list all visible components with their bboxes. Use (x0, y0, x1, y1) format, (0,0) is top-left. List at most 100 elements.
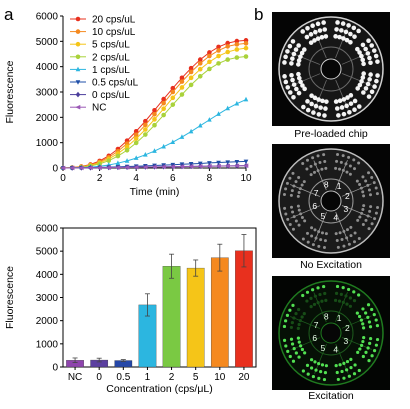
data-point (197, 66, 203, 72)
y-axis-title: Fluorescence (4, 60, 16, 123)
chip-chamber (316, 286, 320, 290)
chip-chamber (296, 58, 302, 63)
bar-chart: 0 1000 2000 3000 4000 5000 6000 Fluorescence Con… (4, 224, 257, 395)
data-point (170, 95, 176, 101)
chip-chamber (345, 95, 350, 100)
chip-zone-label: 7 (314, 188, 319, 198)
legend-entry: 0.5 cps/uL (70, 78, 139, 89)
chip-chamber (313, 294, 317, 298)
chip-chamber (314, 368, 318, 372)
chip-caption-preloaded: Pre-loaded chip (294, 128, 368, 140)
data-point (124, 158, 130, 163)
chip-chamber (304, 34, 310, 40)
chip-chamber (284, 319, 288, 323)
chip-chamber (372, 181, 376, 185)
chip-chamber (358, 347, 362, 351)
chip-inner-ring (308, 310, 354, 356)
chip-chamber (282, 338, 287, 342)
chip-caption-excitation: Excitation (308, 390, 354, 402)
legend-marker (75, 91, 81, 98)
chip-chamber (352, 158, 356, 162)
chip-chamber (368, 72, 373, 77)
x-tick-label: 1 (145, 372, 151, 383)
data-point (151, 164, 157, 170)
data-point (243, 163, 249, 169)
data-point (243, 96, 249, 102)
chip-chamber (306, 372, 310, 376)
chip-chamber (320, 363, 325, 367)
chip-chamber (366, 303, 371, 307)
chip-chamber (347, 287, 351, 292)
data-point (179, 134, 185, 139)
chip-chamber (306, 158, 309, 162)
chip-chamber (336, 245, 340, 249)
chip-chamber (339, 160, 343, 164)
x-tick-label: 5 (193, 372, 199, 383)
y-tick-label: 6000 (36, 224, 59, 235)
chip-center-hole (320, 190, 342, 212)
chip-chamber (355, 46, 360, 52)
legend-label: 0.5 cps/uL (92, 78, 139, 89)
data-point (96, 165, 102, 170)
data-point (207, 66, 212, 72)
chip-chamber (340, 237, 344, 241)
chip-chamber (297, 175, 301, 179)
data-point (143, 132, 148, 137)
chip-chamber (289, 205, 293, 209)
chip-chamber (303, 219, 307, 223)
error-bar (217, 243, 223, 272)
chip-chamber (319, 34, 325, 40)
chip-chamber (297, 208, 301, 212)
chip-chamber (324, 232, 328, 236)
data-point (234, 38, 240, 44)
data-point (234, 163, 240, 169)
error-bar (96, 357, 102, 363)
chip-chamber (338, 167, 342, 171)
chip-chamber (299, 212, 303, 216)
data-point (133, 136, 139, 141)
chip-chamber (335, 284, 340, 289)
chip-chamber (362, 335, 366, 340)
data-point (133, 140, 139, 146)
chip-chamber (316, 301, 320, 305)
bar (162, 266, 181, 368)
chip-chamber (349, 234, 353, 238)
chip-chamber (352, 299, 357, 303)
chip-chamber (313, 170, 316, 174)
chip-chamber (311, 243, 315, 247)
legend-label: 5 cps/uL (92, 40, 130, 51)
chip-chamber (342, 244, 346, 248)
chip-chamber (301, 369, 305, 373)
chip-chamber (367, 320, 372, 324)
chip-chamber (361, 175, 365, 179)
chip-chamber (357, 314, 362, 319)
chip-chamber (294, 219, 298, 223)
chip-chamber (341, 300, 345, 305)
data-point (161, 96, 166, 102)
chip-chamber (324, 166, 328, 170)
chip-chamber (282, 74, 287, 79)
chip-chamber (369, 43, 375, 48)
chip-chamber (333, 99, 339, 104)
data-point (197, 164, 203, 169)
chip-chamber (292, 316, 296, 320)
chip-chamber (320, 231, 324, 235)
legend-marker (75, 66, 81, 72)
chip-chamber (287, 43, 293, 49)
y-tick-label: 3000 (36, 293, 59, 304)
chip-chamber (345, 236, 349, 240)
data-point (216, 44, 221, 50)
y-tick-label: 4000 (36, 62, 59, 73)
chip-chamber (371, 48, 377, 53)
chip-chamber (360, 211, 364, 215)
chip-chamber (368, 209, 372, 213)
chip-chamber (288, 176, 292, 180)
y-tick-label: 3000 (36, 88, 59, 99)
chip-chamber (315, 21, 321, 27)
chip-chamber (305, 107, 311, 113)
chip-chamber (288, 308, 292, 312)
data-point (115, 160, 121, 165)
data-point (225, 44, 230, 49)
chip-chamber (312, 38, 317, 43)
chip-chamber (292, 347, 296, 351)
